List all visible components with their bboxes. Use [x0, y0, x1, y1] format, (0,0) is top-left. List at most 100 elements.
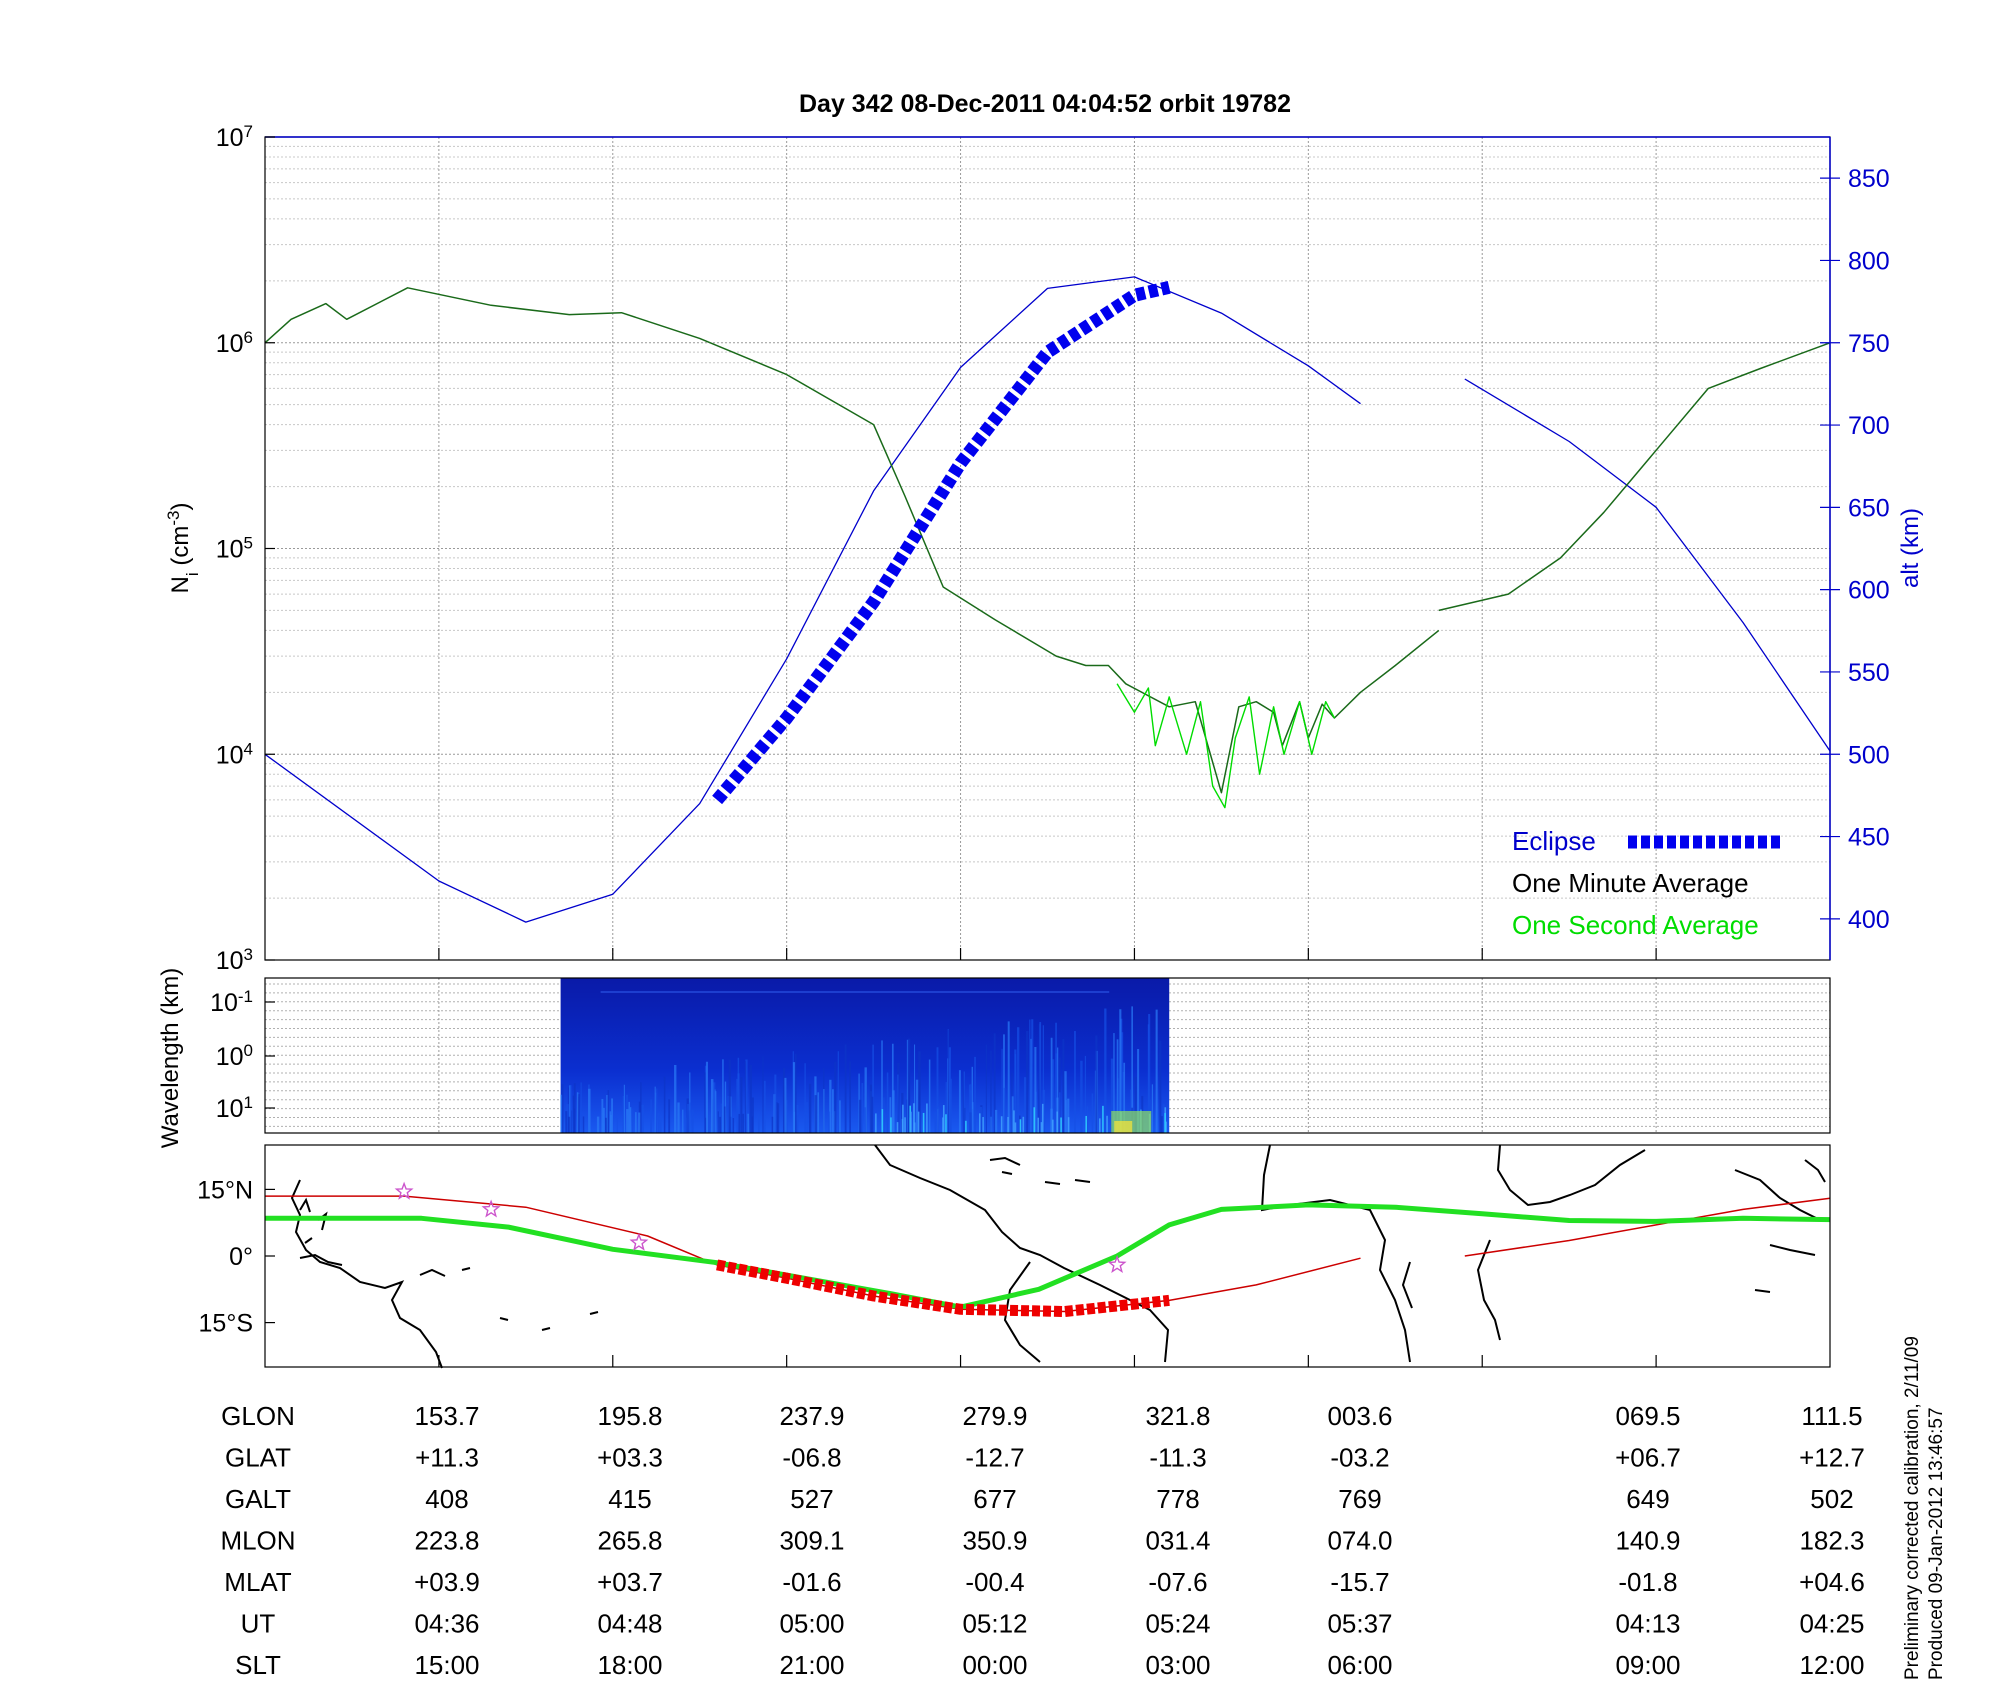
table-cell: 223.8	[414, 1526, 479, 1556]
density-tick-label: 103	[216, 945, 253, 976]
coast-indonesia	[1734, 1159, 1826, 1293]
table-cell: 415	[608, 1484, 651, 1514]
density-tick-label: 107	[216, 122, 253, 153]
table-cell: +03.3	[597, 1443, 663, 1473]
altitude-tick-label: 800	[1848, 247, 1890, 275]
altitude-tick-label: 400	[1848, 906, 1890, 934]
table-row-label: GALT	[225, 1484, 291, 1514]
altitude-tick-label: 750	[1848, 330, 1890, 358]
density-second-average-line	[1116, 683, 1336, 809]
coast-pacific-islands	[419, 1267, 599, 1331]
altitude-tick-label: 450	[1848, 824, 1890, 852]
table-cell: 649	[1626, 1484, 1669, 1514]
table-cell: 309.1	[779, 1526, 844, 1556]
table-cell: -15.7	[1330, 1567, 1389, 1597]
table-cell: 140.9	[1615, 1526, 1680, 1556]
table-cell: 031.4	[1145, 1526, 1210, 1556]
altitude-right-axis-ticks: 400 450 500 550 600 650 700 750 800 850	[1820, 165, 1890, 934]
density-tick-exp: 7	[244, 122, 253, 141]
coast-madagascar	[1476, 1239, 1501, 1341]
table-cell: 265.8	[597, 1526, 662, 1556]
ground-track-series	[265, 1181, 1831, 1317]
coast-south-america-west	[1003, 1261, 1041, 1363]
table-cell: 04:25	[1799, 1609, 1864, 1639]
table-row-label: MLON	[220, 1526, 295, 1556]
star-marker	[394, 1181, 414, 1200]
table-row-label: SLT	[235, 1650, 281, 1680]
spectrogram-tick-exp: 0	[244, 1041, 253, 1060]
table-cell: -01.8	[1618, 1567, 1677, 1597]
altitude-tick-label: 700	[1848, 412, 1890, 440]
density-y-label-n: N	[167, 576, 194, 593]
spectrogram-tick-label: 100	[216, 1041, 253, 1072]
density-tick-base: 10	[216, 330, 244, 358]
density-tick-label: 104	[216, 739, 253, 770]
table-cell: -12.7	[965, 1443, 1024, 1473]
spectrogram-tick-base: 10	[210, 989, 238, 1017]
density-tick-exp: 4	[244, 739, 253, 758]
spectrogram-tick-label: 101	[216, 1093, 253, 1124]
density-tick-label: 106	[216, 327, 253, 358]
density-y-label-close: )	[167, 503, 194, 511]
altitude-tick-label: 550	[1848, 659, 1890, 687]
coastline-map	[290, 1144, 1826, 1369]
table-cell: 408	[425, 1484, 468, 1514]
star-marker	[1107, 1254, 1127, 1274]
coast-caribbean	[989, 1156, 1091, 1185]
star-marker	[629, 1232, 649, 1251]
table-row-label: MLAT	[224, 1567, 292, 1597]
altitude-tick-label: 600	[1848, 577, 1890, 605]
density-tick-exp: 5	[244, 533, 253, 552]
table-cell: 350.9	[962, 1526, 1027, 1556]
table-cell: 279.9	[962, 1401, 1027, 1431]
density-tick-base: 10	[216, 536, 244, 564]
table-cell: 04:13	[1615, 1609, 1680, 1639]
orbit-track-line	[1464, 1197, 1831, 1257]
coast-africa-west	[1260, 1144, 1411, 1363]
table-cell: +03.7	[597, 1567, 663, 1597]
altitude-tick-label: 650	[1848, 494, 1890, 522]
ground-track-panel: 15°N 0° 15°S	[197, 1144, 1831, 1369]
star-marker	[481, 1199, 501, 1218]
table-cell: +06.7	[1615, 1443, 1681, 1473]
orbit-track-eclipse	[716, 1259, 1170, 1317]
altitude-y-label: alt (km)	[1897, 508, 1924, 588]
density-y-label-sub: i	[183, 572, 202, 576]
calibration-note: Preliminary corrected calibration, 2/11/…	[1902, 1336, 1923, 1680]
produced-note: Produced 09-Jan-2012 13:46:57	[1926, 1407, 1947, 1680]
map-frame	[264, 1144, 1831, 1368]
table-cell: +12.7	[1799, 1443, 1865, 1473]
orbit-table: GLON 153.7 195.8 237.9 279.9 321.8 003.6 069.5 1…	[220, 1401, 1864, 1680]
table-cell: 778	[1156, 1484, 1199, 1514]
density-y-label-unit: (cm	[167, 526, 194, 573]
spectrogram-tick-base: 10	[216, 1043, 244, 1071]
table-cell: 05:37	[1327, 1609, 1392, 1639]
table-cell: 09:00	[1615, 1650, 1680, 1680]
table-cell: 003.6	[1327, 1401, 1392, 1431]
table-cell: 677	[973, 1484, 1016, 1514]
chart-title: Day 342 08-Dec-2011 04:04:52 orbit 19782	[799, 90, 1291, 118]
table-cell: 04:36	[414, 1609, 479, 1639]
table-cell: 769	[1338, 1484, 1381, 1514]
latitude-tick-label: 15°S	[199, 1310, 253, 1338]
spectrogram-tick-exp: -1	[238, 987, 253, 1006]
table-cell: 05:24	[1145, 1609, 1210, 1639]
eclipse-line	[712, 280, 1171, 805]
orbit-track-line	[265, 1195, 1361, 1313]
coast-new-guinea	[299, 1253, 343, 1266]
density-tick-exp: 3	[244, 945, 253, 964]
table-cell: 237.9	[779, 1401, 844, 1431]
spectrogram-y-label: Wavelength (km)	[157, 968, 184, 1149]
table-cell: -06.8	[782, 1443, 841, 1473]
density-tick-exp: 6	[244, 327, 253, 346]
density-bottom-ticks	[438, 948, 1657, 960]
spectrogram-peak-region	[1114, 1121, 1133, 1133]
spectrogram-grid	[265, 978, 1830, 1133]
spectrogram-heatmap	[560, 978, 1170, 1133]
table-cell: 15:00	[414, 1650, 479, 1680]
altitude-tick-label: 500	[1848, 741, 1890, 769]
